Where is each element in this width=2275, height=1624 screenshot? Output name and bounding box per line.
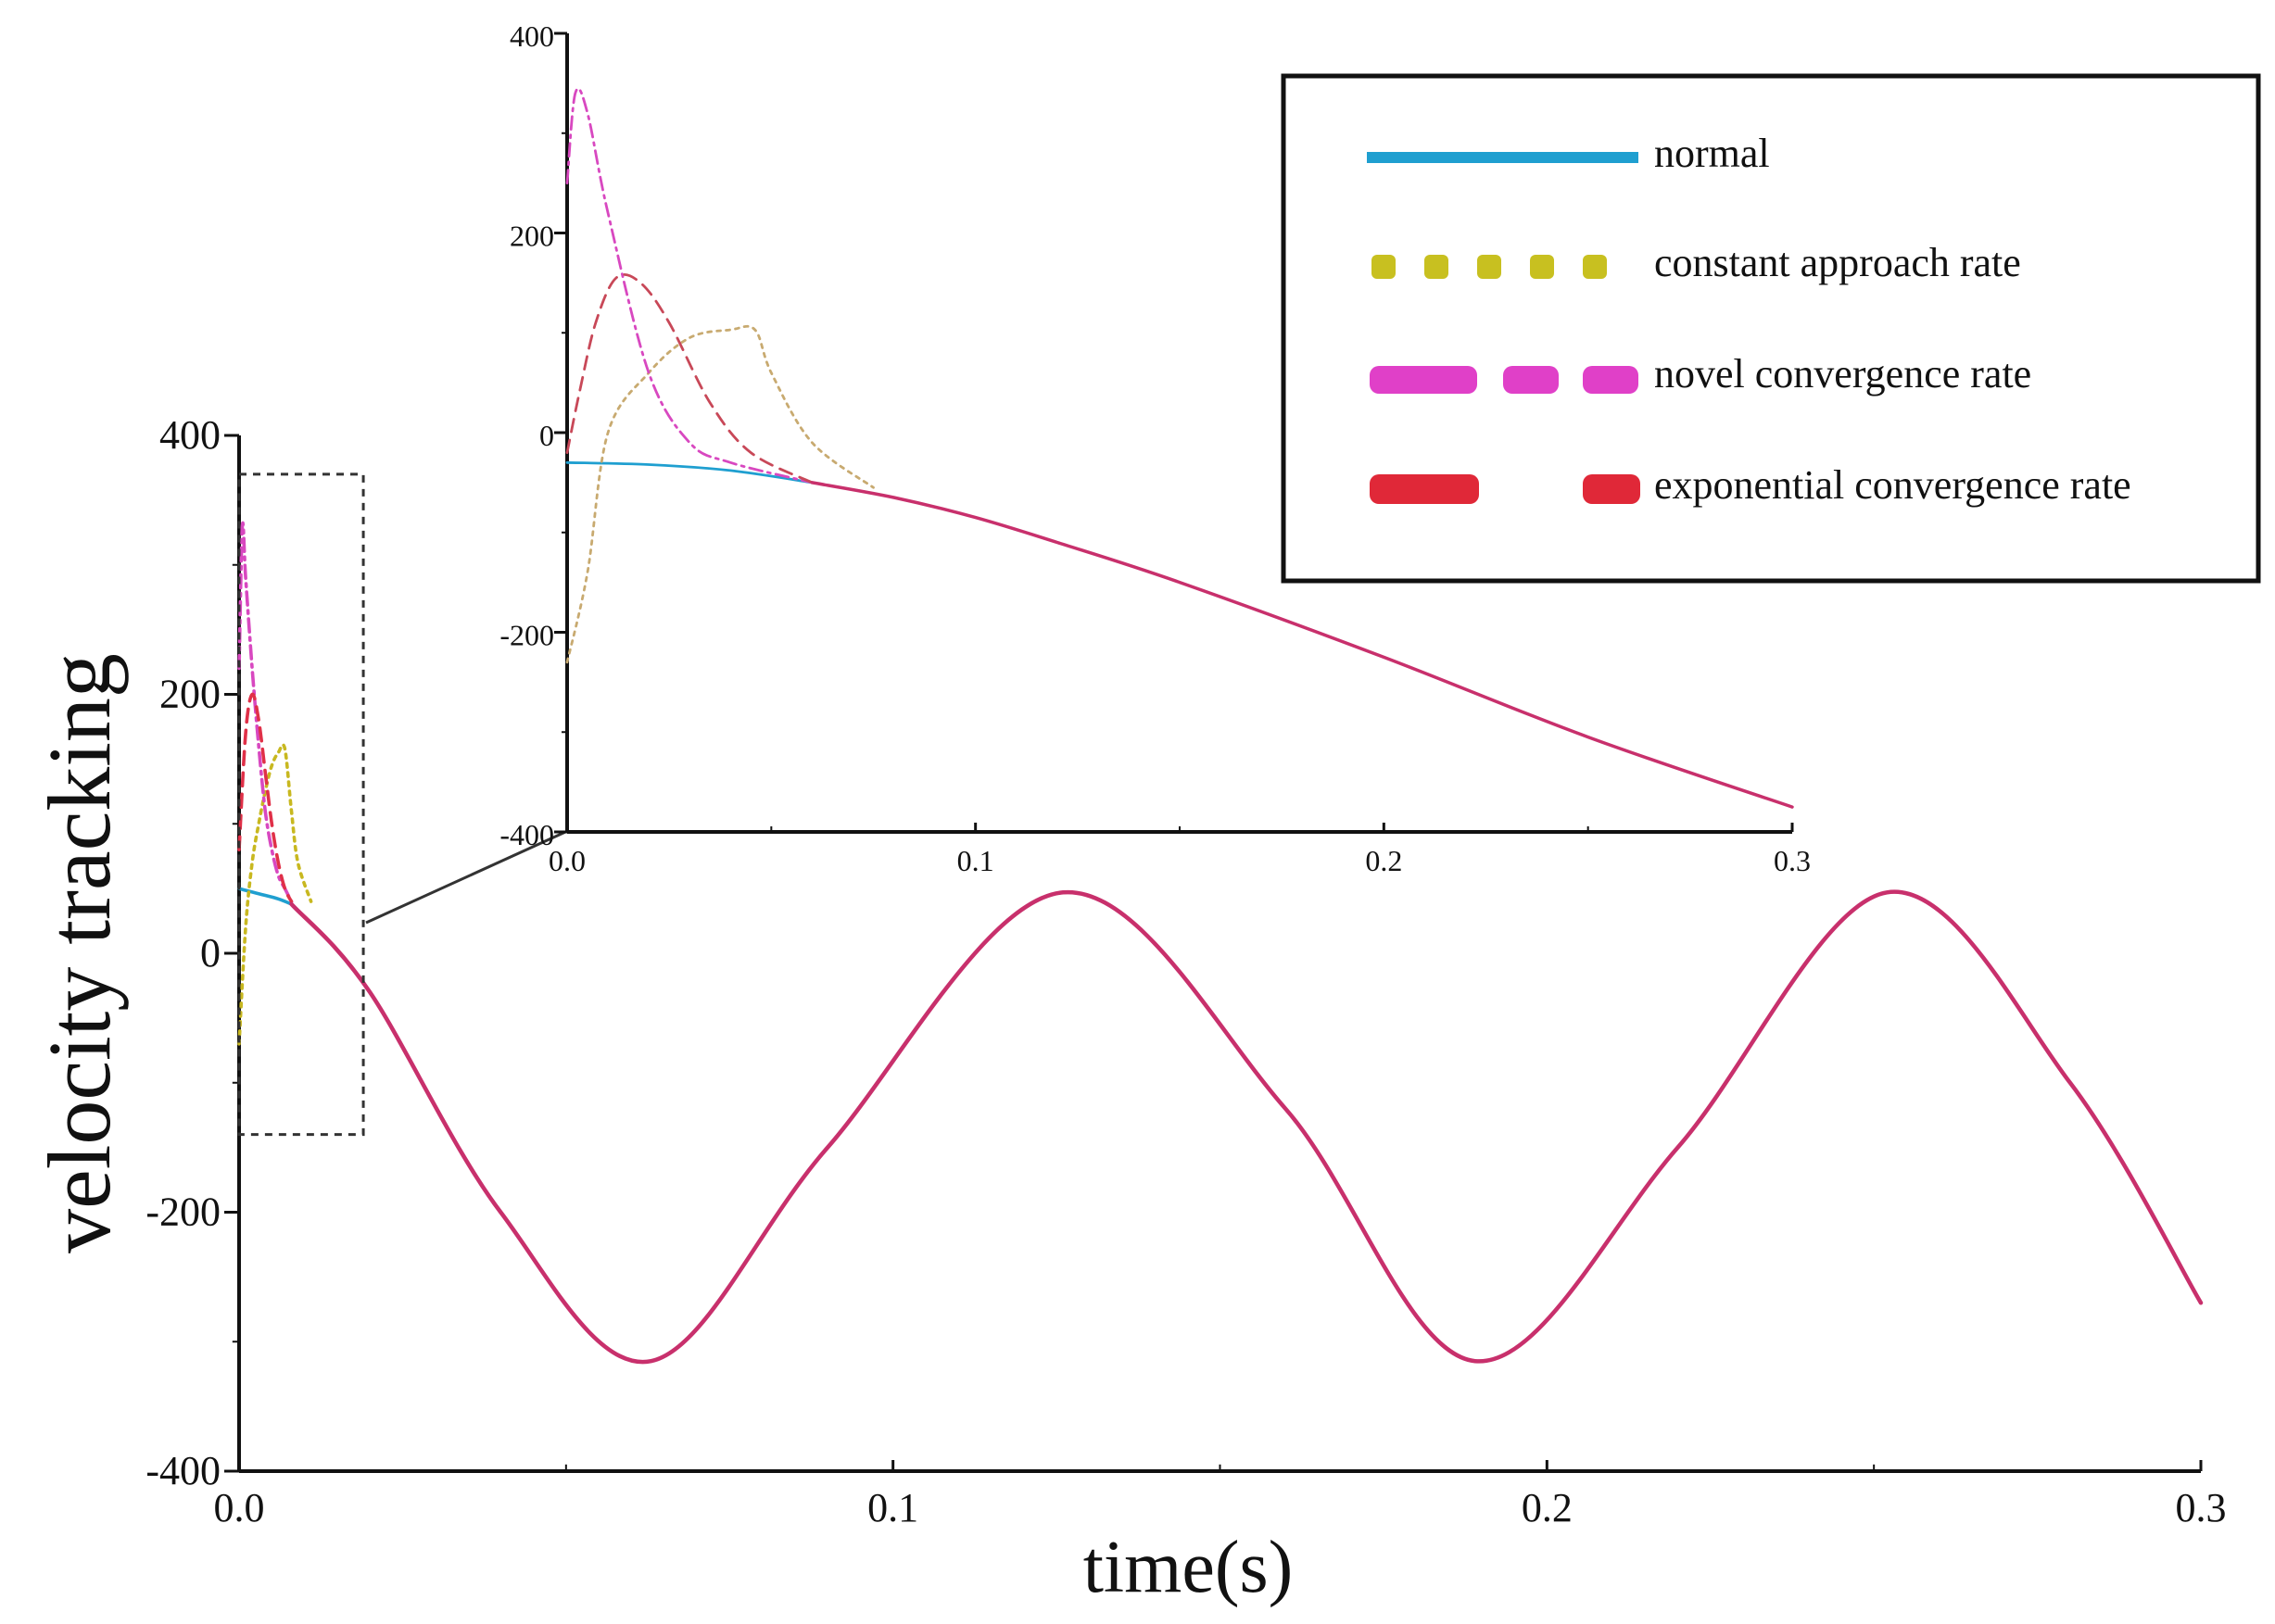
main-y-tick-label: -400 xyxy=(145,1448,221,1493)
legend-entry-normal: normal xyxy=(1367,131,1770,176)
main-series-novel-convergence-rate xyxy=(237,521,294,903)
main-y-tick-label: -200 xyxy=(145,1190,221,1235)
inset-y-tick-label: -400 xyxy=(499,818,554,851)
inset-series-normal xyxy=(565,460,814,485)
main-y-tick-label: 400 xyxy=(159,412,221,458)
legend-label-normal: normal xyxy=(1654,131,1770,176)
legend-entry-novel-convergence-rate: novel convergence rate xyxy=(1370,351,2031,397)
main-series-exponential-convergence-rate xyxy=(237,692,294,903)
main-series-constant-approach-rate xyxy=(237,743,313,1046)
legend-label-exponential-convergence-rate: exponential convergence rate xyxy=(1654,462,2131,508)
inset-series xyxy=(565,87,1794,809)
legend-swatch-exponential-convergence-rate xyxy=(1370,474,1640,504)
zoom-region-box xyxy=(237,472,365,1137)
main-y-tick-label: 0 xyxy=(200,930,221,976)
inset-y-tick-label: -200 xyxy=(499,619,554,652)
inset-series-constant-approach-rate xyxy=(565,324,875,664)
legend: normal constant approach rate novel conv… xyxy=(1281,73,2261,584)
legend-entry-exponential-convergence-rate: exponential convergence rate xyxy=(1370,462,2131,508)
main-series xyxy=(237,521,2204,1365)
inset-x-tick-label: 0.2 xyxy=(1365,844,1402,877)
main-x-tick-label: 0.3 xyxy=(2176,1485,2227,1530)
main-x-tick-label: 0.2 xyxy=(1522,1485,1573,1530)
main-series-normal xyxy=(237,887,294,906)
inset-y-tick-label: 400 xyxy=(510,19,554,53)
main-y-tick-label: 200 xyxy=(159,672,221,717)
legend-entry-constant-approach-rate: constant approach rate xyxy=(1371,240,2021,285)
main-x-tick-label: 0.1 xyxy=(867,1485,918,1530)
main-x-label: time(s) xyxy=(1083,1527,1294,1608)
inset-ticks: 0.0 0.1 0.2 0.3 400 200 0 -200 -400 xyxy=(499,19,1811,877)
main-series-reference xyxy=(289,889,2204,1365)
inset-x-tick-label: 0.0 xyxy=(549,844,586,877)
legend-swatch-constant-approach-rate xyxy=(1371,255,1607,279)
main-ticks: 0.0 0.1 0.2 0.3 400 200 0 -200 -400 xyxy=(145,412,2226,1530)
legend-label-novel-convergence-rate: novel convergence rate xyxy=(1654,351,2031,397)
main-y-label: velocity tracking xyxy=(30,653,129,1253)
main-x-tick-label: 0.0 xyxy=(214,1485,265,1530)
main-plot: 0.0 0.1 0.2 0.3 400 200 0 -200 -400 velocity tra… xyxy=(30,412,2227,1608)
inset-y-tick-label: 200 xyxy=(510,220,554,253)
inset-x-tick-label: 0.1 xyxy=(957,844,994,877)
legend-swatch-novel-convergence-rate xyxy=(1370,366,1638,394)
inset-x-tick-label: 0.3 xyxy=(1774,844,1811,877)
inset-series-novel-convergence-rate xyxy=(565,87,814,485)
legend-label-constant-approach-rate: constant approach rate xyxy=(1654,240,2021,285)
inset-y-tick-label: 0 xyxy=(539,419,554,452)
inset-series-reference xyxy=(810,481,1794,809)
